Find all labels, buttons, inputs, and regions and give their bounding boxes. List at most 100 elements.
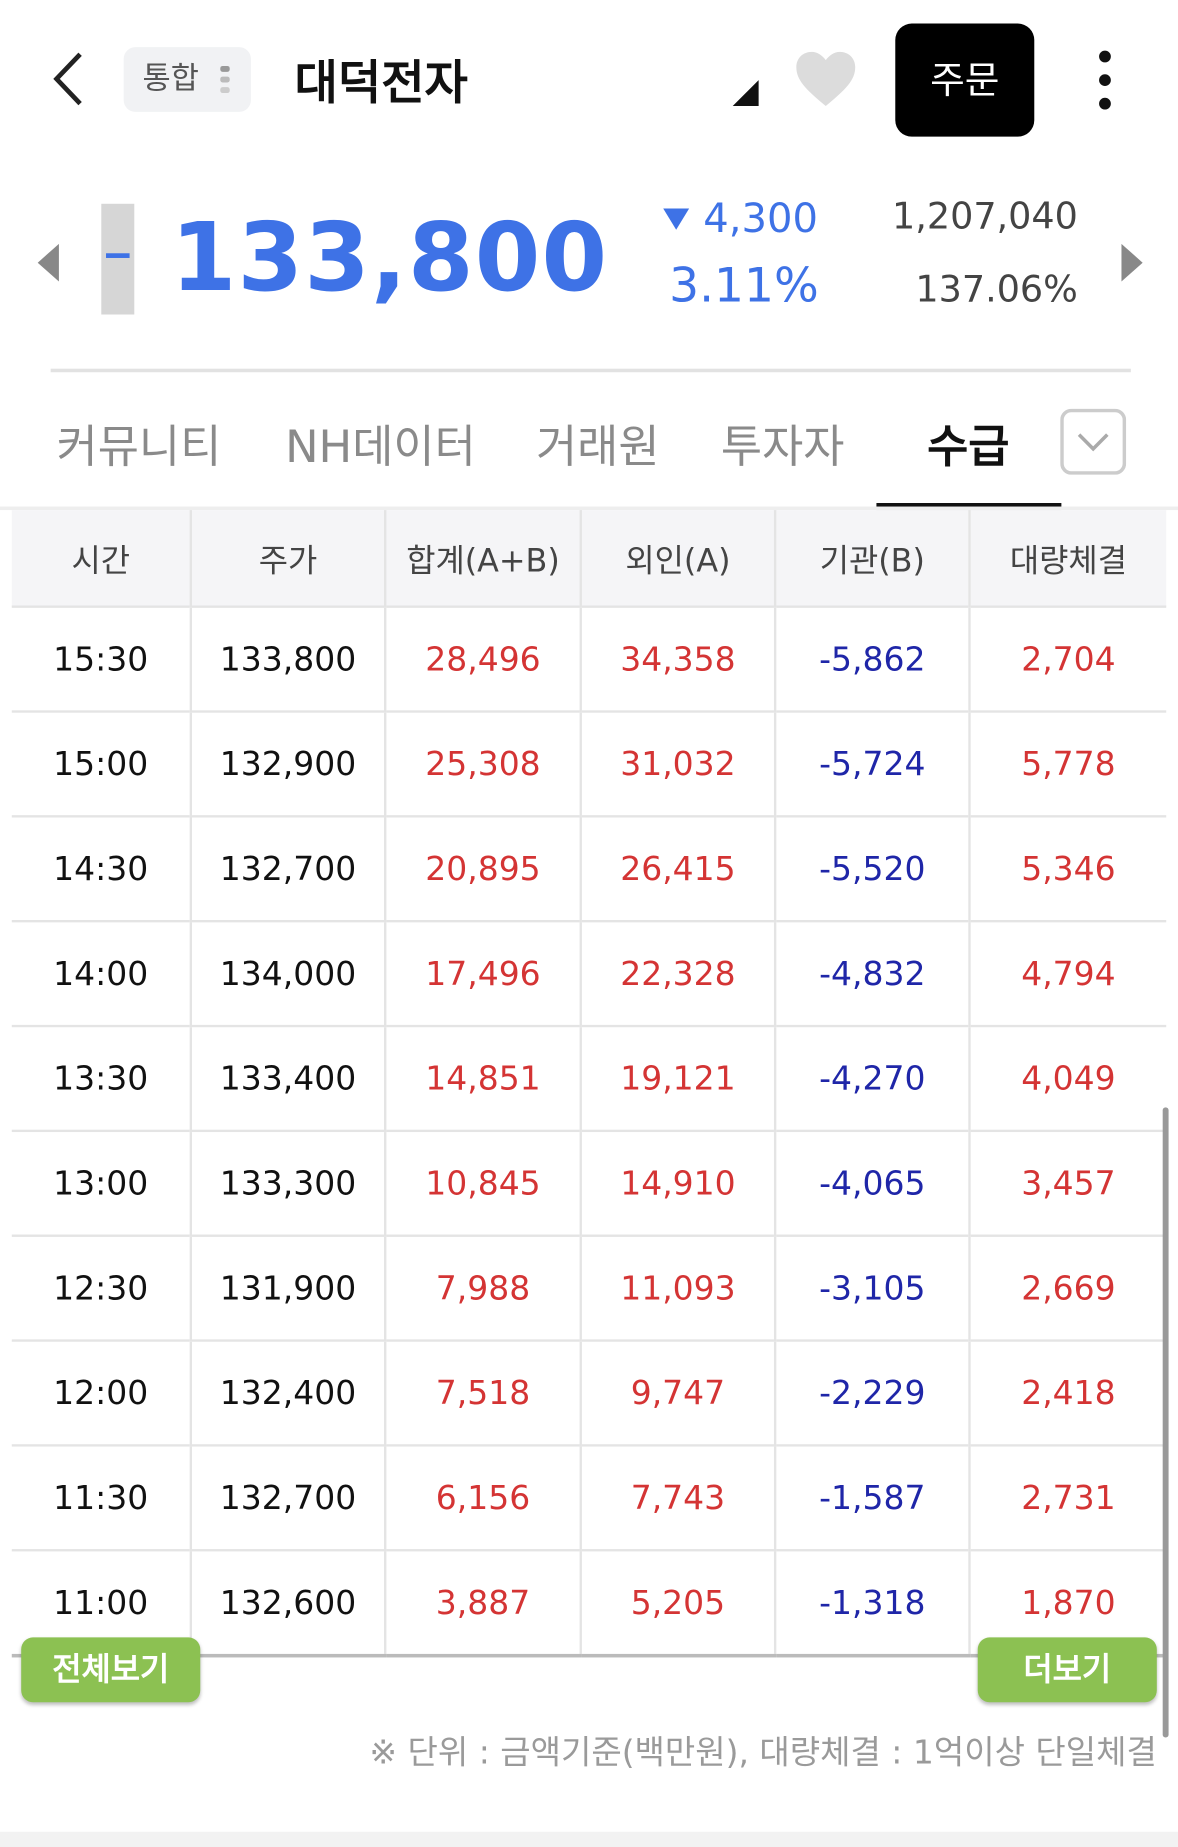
table-cell: 133,800 [190,605,387,712]
tab[interactable]: NH데이터 [285,420,476,473]
tab[interactable]: 커뮤니티 [56,420,222,473]
table-row: 12:30 131,900 7,988 11,093 -3,105 2,669 [11,1234,1167,1341]
table-cell: 22,328 [580,920,777,1027]
scrollbar [1162,1107,1169,1738]
table-cell: 5,205 [580,1549,777,1658]
dropdown-mark[interactable] [730,78,761,109]
stock-name: 대덕전자 [294,56,468,111]
table-cell: 11:30 [11,1444,193,1551]
table-cell: 5,346 [969,815,1167,922]
table-cell: 20,895 [385,815,582,922]
table-row: 14:00 134,000 17,496 22,328 -4,832 4,794 [11,920,1167,1027]
header-row: 시간 주가 합계(A+B) 외인(A) 기관(B) 대량체결 [11,510,1167,607]
current-price: 133,800 [170,202,609,313]
view-all-button[interactable]: 전체보기 [21,1637,201,1703]
divider [50,368,1131,373]
market-badge[interactable]: 통합 [123,47,251,112]
table-cell: 6,156 [385,1444,582,1551]
badge-icon [220,65,230,94]
table-row: 13:00 133,300 10,845 14,910 -4,065 3,457 [11,1129,1167,1236]
table-cell: 3,887 [385,1549,582,1658]
table-row: 15:00 132,900 25,308 31,032 -5,724 5,778 [11,710,1167,817]
table-cell: 2,418 [969,1339,1167,1446]
table-cell: 19,121 [580,1024,777,1131]
favorite-button[interactable] [794,49,858,108]
table-cell: 14,851 [385,1024,582,1131]
table-cell: 5,778 [969,710,1167,817]
table-cell: -4,832 [775,920,971,1027]
tab-divider [0,506,1178,511]
bottom-strip [0,1831,1178,1847]
table-cell: 13:30 [11,1024,193,1131]
tab[interactable]: 투자자 [720,420,845,473]
supply-table: 시간 주가 합계(A+B) 외인(A) 기관(B) 대량체결 15:30 133,800 28… [11,510,1167,1658]
tab[interactable]: 거래원 [535,420,660,473]
table-cell: 133,300 [190,1129,387,1236]
column-header: 합계(A+B) [385,510,582,607]
table-cell: 13:00 [11,1129,193,1236]
table-cell: -4,270 [775,1024,971,1131]
table-cell: 10,845 [385,1129,582,1236]
table-cell: 132,400 [190,1339,387,1446]
table-cell: -5,724 [775,710,971,817]
tab[interactable]: 수급 [927,420,1010,473]
table-cell: 132,900 [190,710,387,817]
table-row: 15:30 133,800 28,496 34,358 -5,862 2,704 [11,605,1167,712]
table-cell: -1,587 [775,1444,971,1551]
table-cell: -1,318 [775,1549,971,1658]
next-arrow[interactable] [1119,241,1145,283]
more-menu[interactable] [1093,49,1117,110]
table-cell: 12:00 [11,1339,193,1446]
column-header: 주가 [190,510,387,607]
table-cell: 134,000 [190,920,387,1027]
more-button[interactable]: 더보기 [977,1637,1157,1703]
table-cell: 2,669 [969,1234,1167,1341]
table-cell: 14:00 [11,920,193,1027]
volume-rate: 137.06% [915,268,1078,311]
table-cell: 131,900 [190,1234,387,1341]
back-button[interactable] [45,49,92,108]
table-row: 13:30 133,400 14,851 19,121 -4,270 4,049 [11,1024,1167,1131]
table-cell: 9,747 [580,1339,777,1446]
table-cell: 14:30 [11,815,193,922]
table-cell: -5,862 [775,605,971,712]
table-cell: 7,988 [385,1234,582,1341]
table-cell: -4,065 [775,1129,971,1236]
table-cell: -2,229 [775,1339,971,1446]
down-triangle [663,208,690,230]
table-cell: 26,415 [580,815,777,922]
volume: 1,207,040 [892,195,1078,238]
column-header: 외인(A) [580,510,777,607]
column-header: 기관(B) [775,510,971,607]
tab-expand[interactable] [1060,408,1127,475]
table-cell: 14,910 [580,1129,777,1236]
table-cell: 25,308 [385,710,582,817]
price-change: 4,300 [703,195,818,243]
order-button[interactable]: 주문 [895,23,1035,137]
column-header: 시간 [11,510,193,607]
table-cell: 15:30 [11,605,193,712]
table-cell: 3,457 [969,1129,1167,1236]
table-cell: 31,032 [580,710,777,817]
prev-arrow[interactable] [35,241,61,283]
table-cell: 132,600 [190,1549,387,1658]
table-row: 12:00 132,400 7,518 9,747 -2,229 2,418 [11,1339,1167,1446]
table-cell: 132,700 [190,815,387,922]
table-cell: 15:00 [11,710,193,817]
change-rate: 3.11% [669,259,819,314]
table-cell: 2,704 [969,605,1167,712]
badge-text: 통합 [142,61,199,97]
table-cell: 7,518 [385,1339,582,1446]
table-cell: -5,520 [775,815,971,922]
table-cell: 4,049 [969,1024,1167,1131]
table-row: 14:30 132,700 20,895 26,415 -5,520 5,346 [11,815,1167,922]
table-cell: 133,400 [190,1024,387,1131]
table-cell: 7,743 [580,1444,777,1551]
table-cell: 4,794 [969,920,1167,1027]
table-cell: 34,358 [580,605,777,712]
unit-note: ※ 단위 : 금액기준(백만원), 대량체결 : 1억이상 단일체결 [369,1732,1157,1772]
table-cell: 17,496 [385,920,582,1027]
table-cell: 12:30 [11,1234,193,1341]
